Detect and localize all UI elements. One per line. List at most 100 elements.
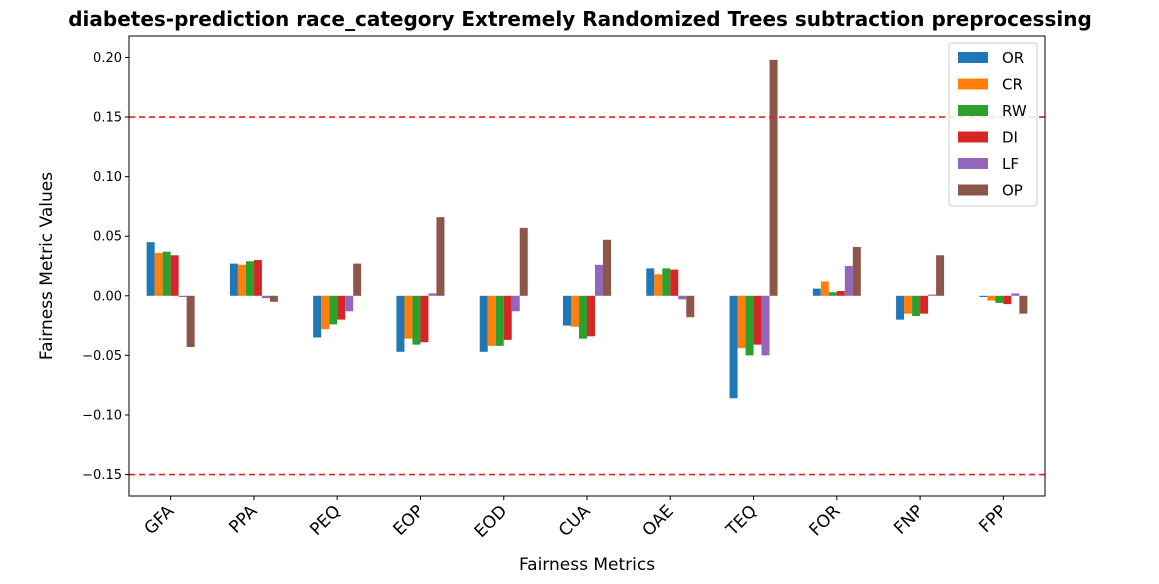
legend-label-op: OP <box>1002 182 1023 200</box>
bar-lf-peq <box>345 295 354 312</box>
bar-lf-fnp <box>928 294 937 296</box>
bar-cr-for <box>820 281 829 296</box>
bar-cr-gfa <box>154 252 163 296</box>
legend-label-or: OR <box>1002 49 1024 67</box>
x-tick-label-cua: CUA <box>555 501 595 541</box>
legend-swatch-cr <box>958 78 988 90</box>
bar-rw-teq <box>745 295 754 356</box>
y-axis: −0.15 −0.10 −0.05 0.00 0.05 0.10 0.15 0.20 <box>82 51 129 483</box>
bar-cr-fnp <box>904 295 913 314</box>
legend: OR CR RW DI LF OP <box>948 42 1038 207</box>
bar-rw-peq <box>329 295 338 325</box>
bar-op-eop <box>436 217 445 296</box>
y-tick-label: 0.00 <box>93 289 122 304</box>
bar-lf-gfa <box>178 295 187 297</box>
legend-label-cr: CR <box>1002 76 1023 94</box>
bar-op-fnp <box>936 255 945 296</box>
bar-op-fpp <box>1019 295 1028 314</box>
bar-lf-eop <box>428 293 437 296</box>
bar-or-for <box>812 288 821 296</box>
bar-op-ppa <box>269 295 278 302</box>
bar-cr-oae <box>654 274 663 296</box>
x-tick-label-for: FOR <box>805 501 844 540</box>
y-tick-label: −0.15 <box>82 468 122 483</box>
bar-rw-fpp <box>995 295 1004 303</box>
bar-lf-eod <box>511 295 520 312</box>
legend-swatch-di <box>958 131 988 143</box>
legend-swatch-op <box>958 184 988 196</box>
bar-cr-ppa <box>237 264 246 296</box>
legend-label-di: DI <box>1002 129 1018 147</box>
bar-or-eod <box>479 295 488 352</box>
bar-rw-eod <box>495 295 504 346</box>
bar-op-oae <box>686 295 695 318</box>
bar-di-eod <box>503 295 512 340</box>
bar-op-cua <box>603 239 611 296</box>
y-axis-label: Fairness Metric Values <box>37 172 57 360</box>
bar-cr-peq <box>321 295 330 330</box>
legend-box <box>948 42 1038 207</box>
bar-or-cua <box>563 295 571 326</box>
bar-lf-cua <box>595 264 603 296</box>
legend-swatch-lf <box>958 158 988 169</box>
bar-or-eop <box>396 295 405 352</box>
bar-op-gfa <box>186 295 195 348</box>
y-tick-label: 0.20 <box>93 51 122 66</box>
bar-di-teq <box>753 295 762 345</box>
bar-rw-for <box>828 292 837 296</box>
bar-or-ppa <box>229 263 238 296</box>
bar-cr-eod <box>487 295 496 346</box>
bar-rw-fnp <box>912 295 921 317</box>
bar-lf-for <box>844 266 853 296</box>
y-tick-label: 0.15 <box>93 111 122 126</box>
bar-or-fnp <box>896 295 905 320</box>
bar-lf-fpp <box>1011 293 1020 296</box>
bar-rw-ppa <box>245 261 254 296</box>
x-axis: GFA PPA PEQ EOP EOD CUA OAE TEQ FOR FNP FPP <box>141 496 1011 542</box>
bar-or-teq <box>729 295 738 399</box>
bar-rw-oae <box>662 268 671 296</box>
legend-swatch-or <box>958 52 988 63</box>
bar-or-peq <box>313 295 322 338</box>
bar-lf-teq <box>761 295 770 356</box>
legend-swatch-rw <box>958 105 988 116</box>
y-tick-label: 0.10 <box>93 170 122 185</box>
x-axis-label: Fairness Metrics <box>519 555 655 575</box>
bar-cr-cua <box>571 295 579 327</box>
bar-di-cua <box>587 295 595 337</box>
x-tick-label-oae: OAE <box>639 501 678 540</box>
x-tick-label-fpp: FPP <box>975 501 1011 537</box>
bar-di-fpp <box>1003 295 1012 305</box>
bar-lf-ppa <box>261 295 270 299</box>
y-tick-label: −0.05 <box>82 349 122 364</box>
bar-cr-fpp <box>987 295 996 301</box>
legend-label-rw: RW <box>1002 102 1027 120</box>
x-tick-label-eod: EOD <box>471 501 511 541</box>
bar-op-for <box>852 246 861 296</box>
bar-di-peq <box>337 295 346 320</box>
x-tick-label-fnp: FNP <box>890 501 927 538</box>
bar-di-fnp <box>920 295 929 314</box>
bar-op-eod <box>519 227 528 296</box>
x-tick-label-teq: TEQ <box>722 501 761 540</box>
bar-di-gfa <box>170 255 179 296</box>
x-tick-label-peq: PEQ <box>306 501 344 539</box>
bar-op-peq <box>353 263 362 296</box>
x-tick-label-ppa: PPA <box>225 501 261 537</box>
chart-title: diabetes-prediction race_category Extrem… <box>68 7 1092 31</box>
x-tick-label-gfa: GFA <box>141 501 179 539</box>
bar-di-oae <box>670 269 679 296</box>
bar-cr-teq <box>737 295 746 349</box>
bar-rw-cua <box>579 295 587 339</box>
reference-lines <box>129 116 1045 476</box>
bar-di-ppa <box>253 260 262 296</box>
bar-op-teq <box>769 59 778 296</box>
bar-lf-oae <box>678 295 687 300</box>
plot-area-frame <box>128 35 1046 497</box>
legend-label-lf: LF <box>1002 155 1019 173</box>
bar-or-fpp <box>979 295 988 297</box>
bar-rw-eop <box>412 295 421 345</box>
bars-group <box>146 59 1028 399</box>
x-tick-label-eop: EOP <box>390 501 428 539</box>
